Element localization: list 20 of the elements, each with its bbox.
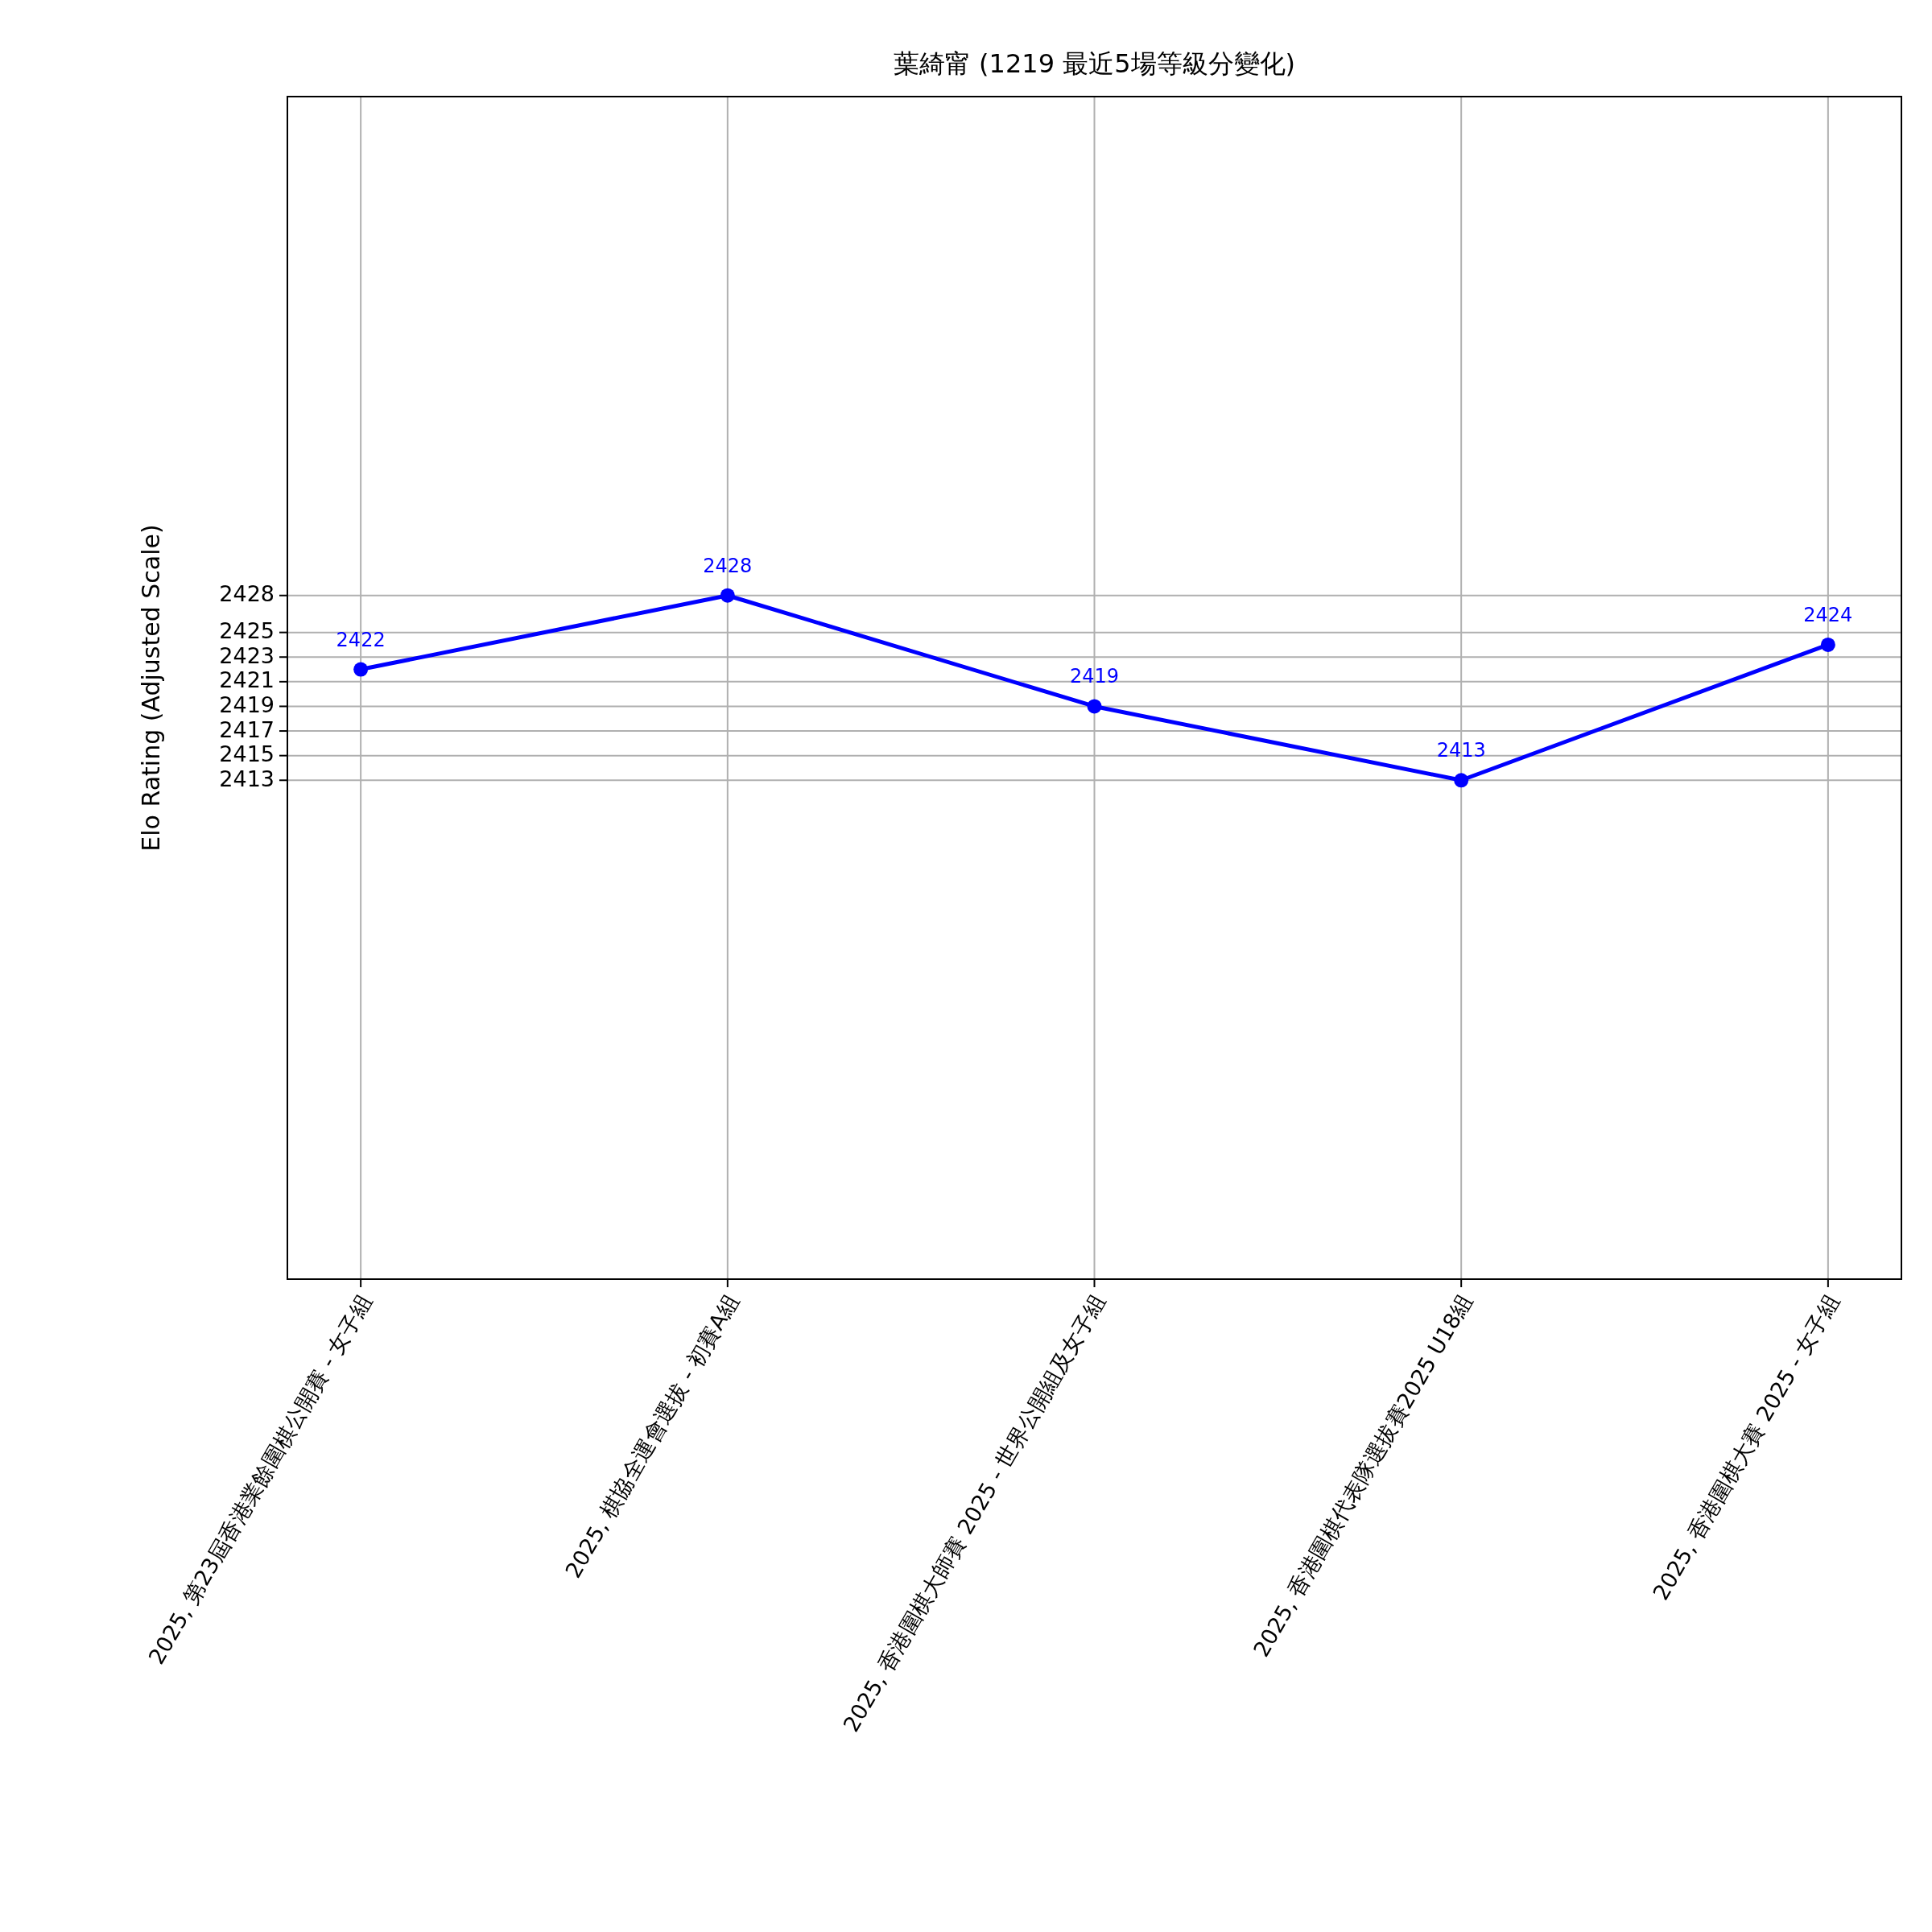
point [720, 588, 735, 603]
point [1820, 637, 1835, 652]
data-label: 2413 [1436, 739, 1486, 762]
data-label: 2422 [336, 628, 386, 651]
point [1087, 699, 1102, 714]
y-tick-label: 2419 [219, 691, 275, 717]
point [353, 662, 369, 677]
data-label: 2424 [1803, 603, 1853, 626]
data-label: 2428 [703, 554, 753, 577]
y-tick-label: 2413 [219, 766, 275, 791]
y-tick-label: 2428 [219, 581, 275, 607]
data-label: 2419 [1069, 665, 1120, 688]
point [1454, 773, 1469, 788]
y-tick-label: 2417 [219, 716, 275, 742]
y-axis-title: Elo Rating (Adjusted Scale) [137, 524, 165, 852]
y-tick-label: 2425 [219, 618, 275, 644]
y-tick-label: 2423 [219, 642, 275, 668]
chart-title: 葉綺甯 (1219 最近5場等級分變化) [893, 48, 1296, 79]
y-tick-label: 2421 [219, 667, 275, 693]
y-tick-label: 2415 [219, 741, 275, 767]
